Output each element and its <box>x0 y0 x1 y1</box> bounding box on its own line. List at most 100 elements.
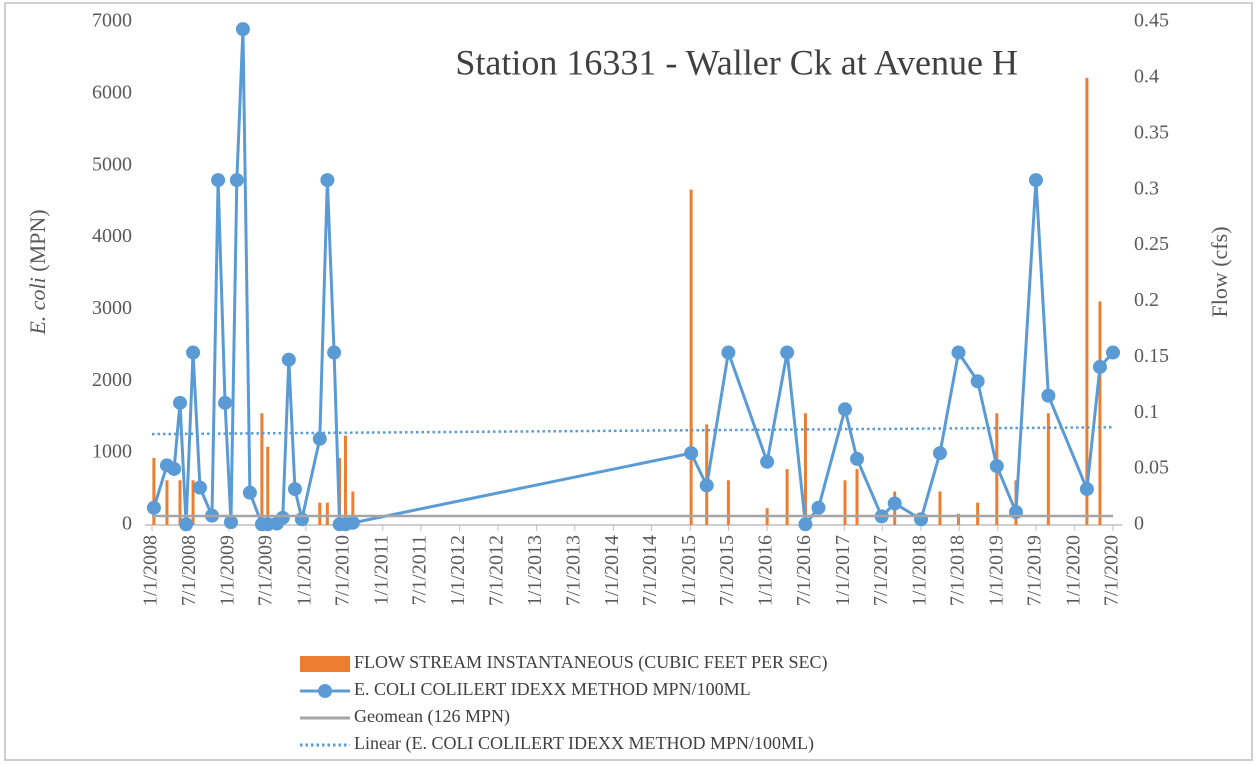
flow-bar <box>1085 77 1089 525</box>
chart-title: Station 16331 - Waller Ck at Avenue H <box>455 42 1018 82</box>
flow-bar <box>726 480 730 525</box>
flow-bar <box>1046 413 1050 525</box>
series-marker <box>312 431 327 446</box>
y2-tick-label: 0.1 <box>1134 401 1159 423</box>
legend-swatch <box>300 656 350 672</box>
legend-label: E. COLI COLILERT IDEXX METHOD MPN/100ML <box>354 679 751 699</box>
y2-tick-label: 0.3 <box>1134 177 1159 199</box>
legend-label: Linear (E. COLI COLILERT IDEXX METHOD MP… <box>354 733 814 754</box>
y2-tick-label: 0.15 <box>1134 345 1169 367</box>
chart-frame <box>4 2 1253 761</box>
y-tick-label: 7000 <box>92 10 132 32</box>
series-marker <box>146 500 161 515</box>
flow-bar <box>260 413 264 525</box>
series-marker <box>684 446 699 461</box>
series-marker <box>932 446 947 461</box>
series-marker <box>850 451 865 466</box>
series-marker <box>281 352 296 367</box>
x-tick-label: 1/1/2008 <box>140 535 162 606</box>
x-tick-label: 7/1/2016 <box>793 535 815 606</box>
legend-label: FLOW STREAM INSTANTANEOUS (CUBIC FEET PE… <box>354 652 827 673</box>
x-tick-label: 7/1/2011 <box>408 535 430 605</box>
series-marker <box>811 500 826 515</box>
x-tick-label: 1/1/2017 <box>832 535 854 606</box>
flow-bar <box>152 457 156 525</box>
x-tick-label: 1/1/2018 <box>909 535 931 606</box>
series-marker <box>211 173 226 188</box>
series-marker <box>970 374 985 389</box>
series-marker <box>887 496 902 511</box>
x-tick-label: 7/1/2010 <box>332 535 354 606</box>
flow-bar <box>178 480 182 525</box>
flow-bar <box>956 513 960 525</box>
series-marker <box>760 454 775 469</box>
x-tick-label: 7/1/2019 <box>1024 535 1046 606</box>
legend-label: Geomean (126 MPN) <box>354 706 510 727</box>
y2-axis-label: Flow (cfs) <box>1207 226 1232 317</box>
trend-line <box>151 426 1114 436</box>
flow-bar <box>266 446 270 525</box>
series-marker <box>699 478 714 493</box>
flow-bar <box>705 424 709 525</box>
y-axis-label-italic: E. coli <box>25 277 50 335</box>
x-tick-label: 7/1/2017 <box>870 535 892 606</box>
y2-tick-label: 0 <box>1134 513 1144 535</box>
x-tick-label: 1/1/2013 <box>524 535 546 606</box>
y-tick-label: 2000 <box>92 369 132 391</box>
series-marker <box>167 461 182 476</box>
series-marker <box>242 485 257 500</box>
y2-tick-label: 0.45 <box>1134 10 1169 32</box>
series-marker <box>1079 482 1094 497</box>
y-tick-label: 0 <box>122 513 132 535</box>
y2-tick-label: 0.25 <box>1134 233 1169 255</box>
y2-tick-label: 0.35 <box>1134 121 1169 143</box>
y2-tick-label: 0.4 <box>1134 65 1159 87</box>
x-tick-label: 7/1/2018 <box>947 535 969 606</box>
series-marker <box>287 482 302 497</box>
x-tick-label: 7/1/2020 <box>1101 535 1123 606</box>
flow-bar <box>351 491 355 525</box>
series-marker <box>1106 345 1120 360</box>
y-tick-label: 1000 <box>92 441 132 463</box>
series-marker <box>186 345 201 360</box>
flow-bar <box>843 480 847 525</box>
x-tick-label: 1/1/2012 <box>447 535 469 606</box>
flow-bar <box>165 480 169 525</box>
x-tick-label: 7/1/2012 <box>485 535 507 606</box>
series-marker <box>838 402 853 417</box>
x-tick-label: 1/1/2020 <box>1062 535 1084 606</box>
x-tick-label: 1/1/2014 <box>601 535 623 606</box>
series-marker <box>218 395 233 410</box>
x-tick-label: 7/1/2014 <box>639 535 661 606</box>
y-tick-label: 3000 <box>92 297 132 319</box>
series-marker <box>345 515 360 530</box>
y2-tick-label: 0.05 <box>1134 457 1169 479</box>
series-marker <box>179 517 194 532</box>
series-marker <box>989 459 1004 474</box>
series-marker <box>229 173 244 188</box>
series-marker <box>951 345 966 360</box>
x-tick-label: 1/1/2010 <box>293 535 315 606</box>
x-tick-label: 7/1/2013 <box>562 535 584 606</box>
series-marker <box>1041 388 1056 403</box>
series-marker <box>294 512 309 527</box>
y-axis-label-unit: (MPN) <box>25 209 50 271</box>
x-tick-label: 7/1/2015 <box>716 535 738 606</box>
flow-bar <box>855 469 859 525</box>
series-marker <box>780 345 795 360</box>
flow-bar <box>976 502 980 525</box>
flow-bar <box>689 189 693 525</box>
series-marker <box>1028 173 1043 188</box>
flow-bar <box>325 502 329 525</box>
flow-bar <box>191 480 195 525</box>
series-marker <box>721 345 736 360</box>
flow-bar <box>318 502 322 525</box>
legend-marker <box>318 684 332 698</box>
series-marker <box>275 510 290 525</box>
y-tick-label: 4000 <box>92 225 132 247</box>
flow-bar <box>343 435 347 525</box>
series-marker <box>327 345 342 360</box>
x-tick-label: 7/1/2009 <box>255 535 277 606</box>
x-tick-label: 1/1/2016 <box>755 535 777 606</box>
